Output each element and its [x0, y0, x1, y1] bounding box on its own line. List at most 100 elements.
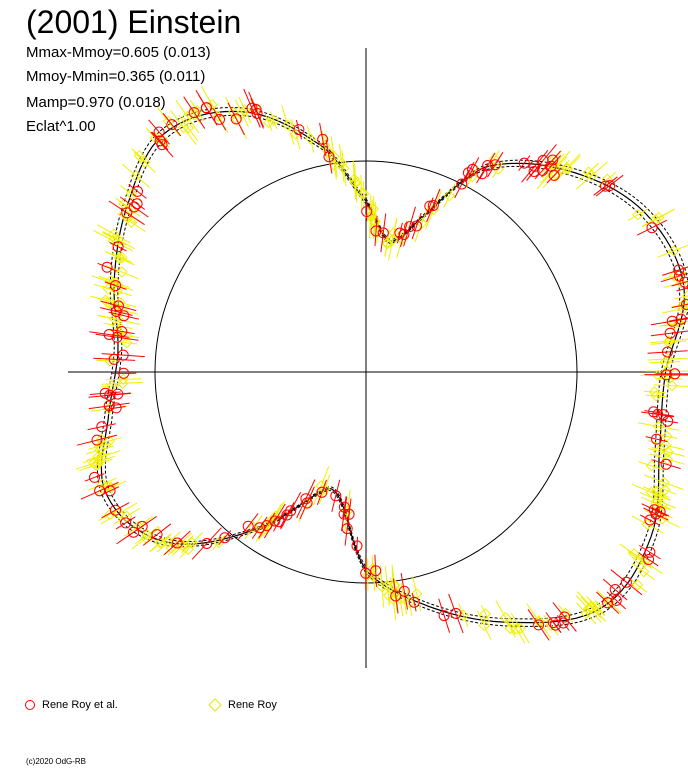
- rene-roy-et-al-marker: [456, 178, 468, 190]
- legend-item-series1: Rene Roy et al.: [24, 698, 118, 712]
- rene-roy-et-al-error-bar: [479, 152, 496, 179]
- rene-roy-et-al-marker: [360, 567, 372, 579]
- rene-roy-marker: [677, 298, 688, 311]
- rene-roy-error-bar: [150, 533, 172, 552]
- rene-roy-et-al-error-bar: [263, 503, 286, 539]
- rene-roy-marker: [369, 216, 381, 228]
- rene-roy-error-bar: [443, 183, 456, 208]
- rene-roy-marker: [650, 390, 662, 402]
- rene-roy-marker: [656, 499, 668, 511]
- rene-roy-point: [575, 595, 602, 623]
- rene-roy-error-bar: [179, 541, 197, 558]
- rene-roy-et-al-marker: [110, 280, 122, 292]
- rene-roy-marker: [103, 402, 115, 415]
- rene-roy-et-al-error-bar: [127, 515, 157, 537]
- rene-roy-marker: [381, 237, 393, 249]
- rene-roy-point: [651, 446, 685, 458]
- rene-roy-et-al-point: [127, 515, 157, 537]
- rene-roy-point: [262, 113, 275, 132]
- rene-roy-et-al-marker: [101, 261, 113, 273]
- rene-roy-point: [369, 206, 381, 238]
- rene-roy-point: [133, 151, 156, 173]
- rene-roy-error-bar: [131, 148, 148, 164]
- rene-roy-marker: [662, 446, 674, 458]
- rene-roy-et-al-marker: [200, 102, 212, 114]
- rene-roy-marker: [88, 457, 100, 469]
- rene-roy-marker: [250, 103, 262, 115]
- rene-roy-error-bar: [536, 156, 568, 190]
- rene-roy-error-bar: [85, 445, 114, 455]
- rene-roy-marker: [236, 107, 248, 120]
- rene-roy-marker: [631, 579, 644, 591]
- rene-roy-et-al-marker: [128, 526, 139, 538]
- rene-roy-error-bar: [188, 107, 200, 124]
- rene-roy-marker: [394, 592, 406, 605]
- rene-roy-et-al-error-bar: [606, 591, 626, 610]
- rene-roy-point: [637, 420, 680, 433]
- rene-roy-marker: [387, 593, 399, 606]
- rene-roy-et-al-marker: [377, 227, 389, 239]
- rene-roy-et-al-error-bar: [552, 602, 577, 632]
- rene-roy-marker: [138, 156, 151, 168]
- rene-roy-et-al-point: [330, 479, 342, 513]
- rene-roy-marker: [103, 435, 116, 447]
- rene-roy-marker: [591, 602, 603, 614]
- stat-eclat: Eclat^1.00: [26, 118, 96, 135]
- rene-roy-point: [376, 565, 388, 608]
- rene-roy-et-al-marker: [188, 107, 200, 119]
- rene-roy-error-bar: [93, 230, 133, 252]
- rene-roy-et-al-point: [638, 552, 659, 567]
- rene-roy-et-al-point: [111, 367, 137, 379]
- rene-roy-et-al-marker: [117, 349, 129, 361]
- rene-roy-et-al-point: [183, 96, 206, 129]
- rene-roy-marker: [111, 285, 123, 297]
- rene-roy-et-al-point: [479, 152, 496, 179]
- rene-roy-point: [627, 208, 649, 221]
- rene-roy-et-al-marker: [658, 409, 670, 421]
- rene-roy-et-al-marker: [681, 299, 688, 310]
- stat-mmoy-mmin: Mmoy-Mmin=0.365 (0.011): [26, 68, 206, 85]
- rene-roy-error-bar: [575, 595, 602, 623]
- rene-roy-error-bar: [101, 277, 130, 288]
- rene-roy-error-bar: [87, 477, 117, 491]
- rene-roy-et-al-marker: [533, 619, 545, 631]
- rene-roy-et-al-point: [639, 514, 660, 526]
- rene-roy-et-al-marker: [104, 485, 116, 497]
- rene-roy-marker: [381, 238, 393, 250]
- rene-roy-et-al-error-bar: [84, 473, 105, 482]
- rene-roy-et-al-point: [476, 164, 488, 184]
- rene-roy-et-al-marker: [110, 402, 122, 414]
- rene-roy-et-al-error-bar: [610, 569, 643, 596]
- rene-roy-error-bar: [575, 161, 608, 190]
- rene-roy-et-al-marker: [644, 514, 656, 526]
- rene-roy-marker: [668, 270, 681, 282]
- rene-roy-error-bar: [390, 577, 397, 621]
- rene-roy-point: [172, 535, 194, 556]
- rene-roy-et-al-error-bar: [150, 131, 174, 158]
- rene-roy-et-al-marker: [103, 400, 115, 412]
- rene-roy-et-al-marker: [285, 505, 297, 517]
- rene-roy-et-al-marker: [351, 540, 363, 552]
- rene-roy-marker: [93, 440, 106, 452]
- rene-roy-error-bar: [632, 563, 655, 581]
- rene-roy-et-al-point: [299, 486, 315, 520]
- rene-roy-error-bar: [91, 275, 134, 291]
- rene-roy-error-bar: [175, 99, 200, 134]
- rene-roy-error-bar: [339, 144, 345, 183]
- rene-roy-marker: [641, 518, 654, 531]
- rene-roy-et-al-marker: [518, 157, 530, 169]
- rene-roy-et-al-point: [197, 94, 215, 122]
- rene-roy-et-al-marker: [673, 264, 685, 276]
- rene-roy-et-al-error-bar: [163, 530, 191, 556]
- rene-roy-error-bar: [627, 208, 649, 221]
- rene-roy-error-bar: [105, 251, 135, 266]
- rene-roy-et-al-marker: [151, 529, 163, 541]
- rene-roy-et-al-point: [650, 327, 688, 339]
- rene-roy-et-al-error-bar: [109, 328, 135, 335]
- rene-roy-et-al-error-bar: [316, 479, 327, 505]
- rene-roy-error-bar: [93, 283, 123, 294]
- rene-roy-et-al-error-bar: [639, 514, 660, 526]
- rene-roy-point: [116, 212, 146, 232]
- rene-roy-et-al-error-bar: [650, 330, 688, 337]
